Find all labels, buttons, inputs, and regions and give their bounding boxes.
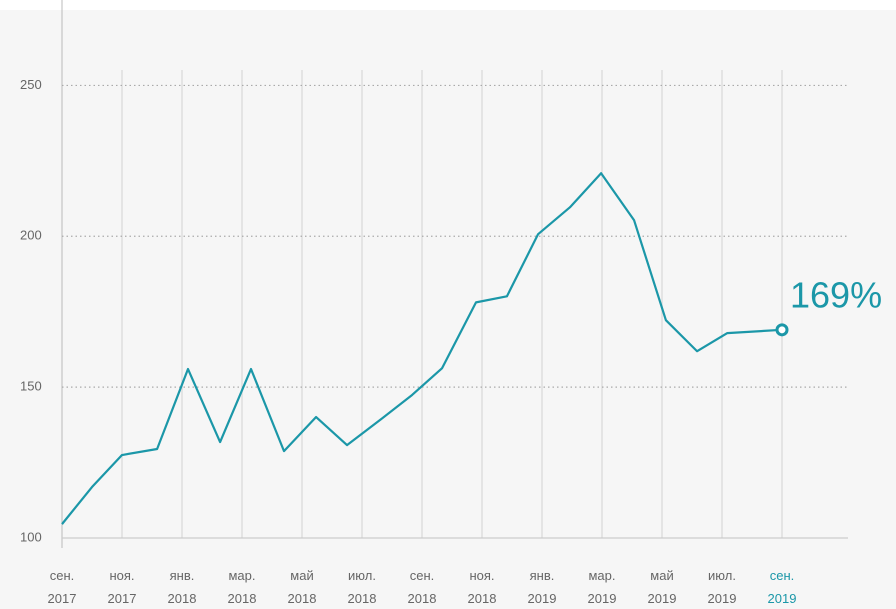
x-tick-label: мар. 2019 [588,568,617,606]
plot-background [0,10,896,609]
y-tick-label: 250 [20,77,42,92]
x-tick-label: ноя. 2017 [108,568,137,606]
x-tick-label: сен. 2017 [48,568,77,606]
x-tick-label: июл. 2019 [708,568,737,606]
y-tick-label: 150 [20,379,42,394]
end-marker [775,323,789,337]
x-tick-label: июл. 2018 [348,568,377,606]
x-tick-label: сен. 2018 [408,568,437,606]
x-tick-label: май 2019 [648,568,677,606]
x-tick-label: мар. 2018 [228,568,257,606]
x-tick-label: янв. 2019 [528,568,557,606]
x-tick-label: май 2018 [288,568,317,606]
x-tick-label: ноя. 2018 [468,568,497,606]
value-label: 169% [790,274,882,315]
line [61,172,783,525]
x-tick-label: сен. 2019 [768,568,797,606]
y-tick-label: 200 [20,228,42,243]
x-tick-label: янв. 2018 [168,568,197,606]
y-tick-label: 100 [20,529,42,544]
